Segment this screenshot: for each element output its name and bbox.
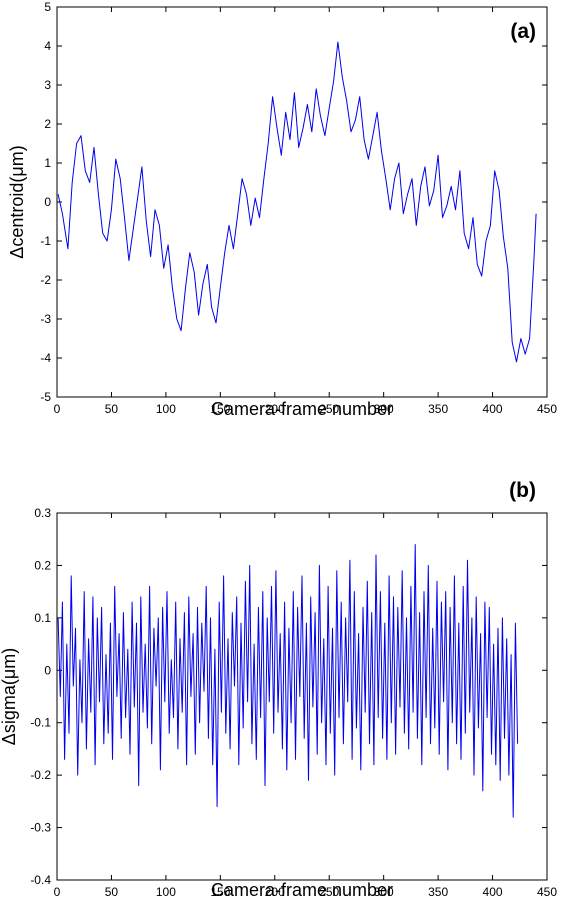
x-tick-label: 50 <box>105 885 119 899</box>
y-tick-label: 0 <box>44 195 51 209</box>
x-tick-label: 450 <box>537 402 557 416</box>
y-tick-label: 2 <box>44 117 51 131</box>
y-tick-label: 0.1 <box>34 611 51 625</box>
y-tick-label: 1 <box>44 156 51 170</box>
x-tick-label: 250 <box>319 885 339 899</box>
y-axis-title: Δsigma(μm) <box>0 648 19 745</box>
panel-label: (a) <box>510 20 536 43</box>
y-tick-label: -0.3 <box>30 821 51 835</box>
series-line <box>57 544 519 818</box>
x-tick-label: 400 <box>483 885 503 899</box>
y-tick-label: 4 <box>44 39 51 53</box>
panel-label: (b) <box>509 479 536 502</box>
x-tick-label: 0 <box>54 402 61 416</box>
x-tick-label: 400 <box>483 402 503 416</box>
x-tick-label: 250 <box>319 402 339 416</box>
y-tick-label: -4 <box>40 351 51 365</box>
y-tick-label: -3 <box>40 312 51 326</box>
y-tick-label: 0.3 <box>34 506 51 520</box>
x-tick-label: 150 <box>210 402 230 416</box>
y-tick-label: 0.2 <box>34 558 51 572</box>
x-tick-label: 350 <box>428 885 448 899</box>
y-tick-label: -0.1 <box>30 716 51 730</box>
panel-a: 0 50 100 150 200 250 300 350 400 450 -5 -4 -3 -2 -1 0 1 2… <box>7 0 557 419</box>
x-tick-label: 100 <box>156 402 176 416</box>
y-tick-label: 5 <box>44 0 51 14</box>
y-tick-label: -1 <box>40 234 51 248</box>
x-axis-title: Camera-frame number <box>211 399 393 419</box>
y-tick-label: -0.2 <box>30 768 51 782</box>
y-tick-label: 0 <box>44 663 51 677</box>
x-tick-label: 350 <box>428 402 448 416</box>
x-tick-label: 100 <box>156 885 176 899</box>
x-tick-label: 200 <box>265 885 285 899</box>
x-tick-label: 150 <box>210 885 230 899</box>
x-tick-label: 300 <box>374 402 394 416</box>
series-line <box>57 41 537 363</box>
y-tick-label: -0.4 <box>30 873 51 887</box>
plot-area <box>56 6 548 398</box>
panel-b: 0 50 100 150 200 250 300 350 400 450 -0.4 -0.3 -0.2 -… <box>0 479 557 900</box>
y-axis-title: Δcentroid(μm) <box>7 145 27 258</box>
x-tick-label: 300 <box>374 885 394 899</box>
x-tick-label: 200 <box>265 402 285 416</box>
x-tick-label: 50 <box>105 402 119 416</box>
y-tick-label: -5 <box>40 390 51 404</box>
x-tick-label: 450 <box>537 885 557 899</box>
y-tick-label: 3 <box>44 78 51 92</box>
x-axis-title: Camera-frame number <box>211 880 393 900</box>
x-tick-label: 0 <box>54 885 61 899</box>
y-tick-label: -2 <box>40 273 51 287</box>
